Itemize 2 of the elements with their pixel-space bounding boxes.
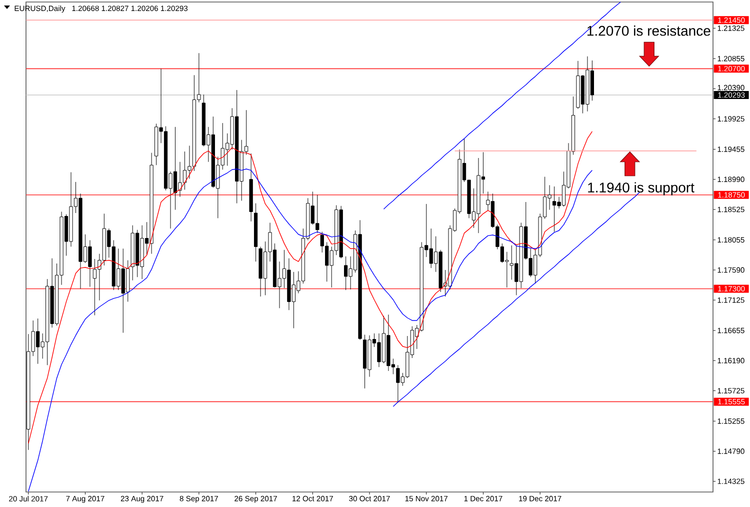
annotation: 1.2070 is resistance <box>587 26 710 36</box>
annotation: 1.1940 is support <box>588 182 694 196</box>
